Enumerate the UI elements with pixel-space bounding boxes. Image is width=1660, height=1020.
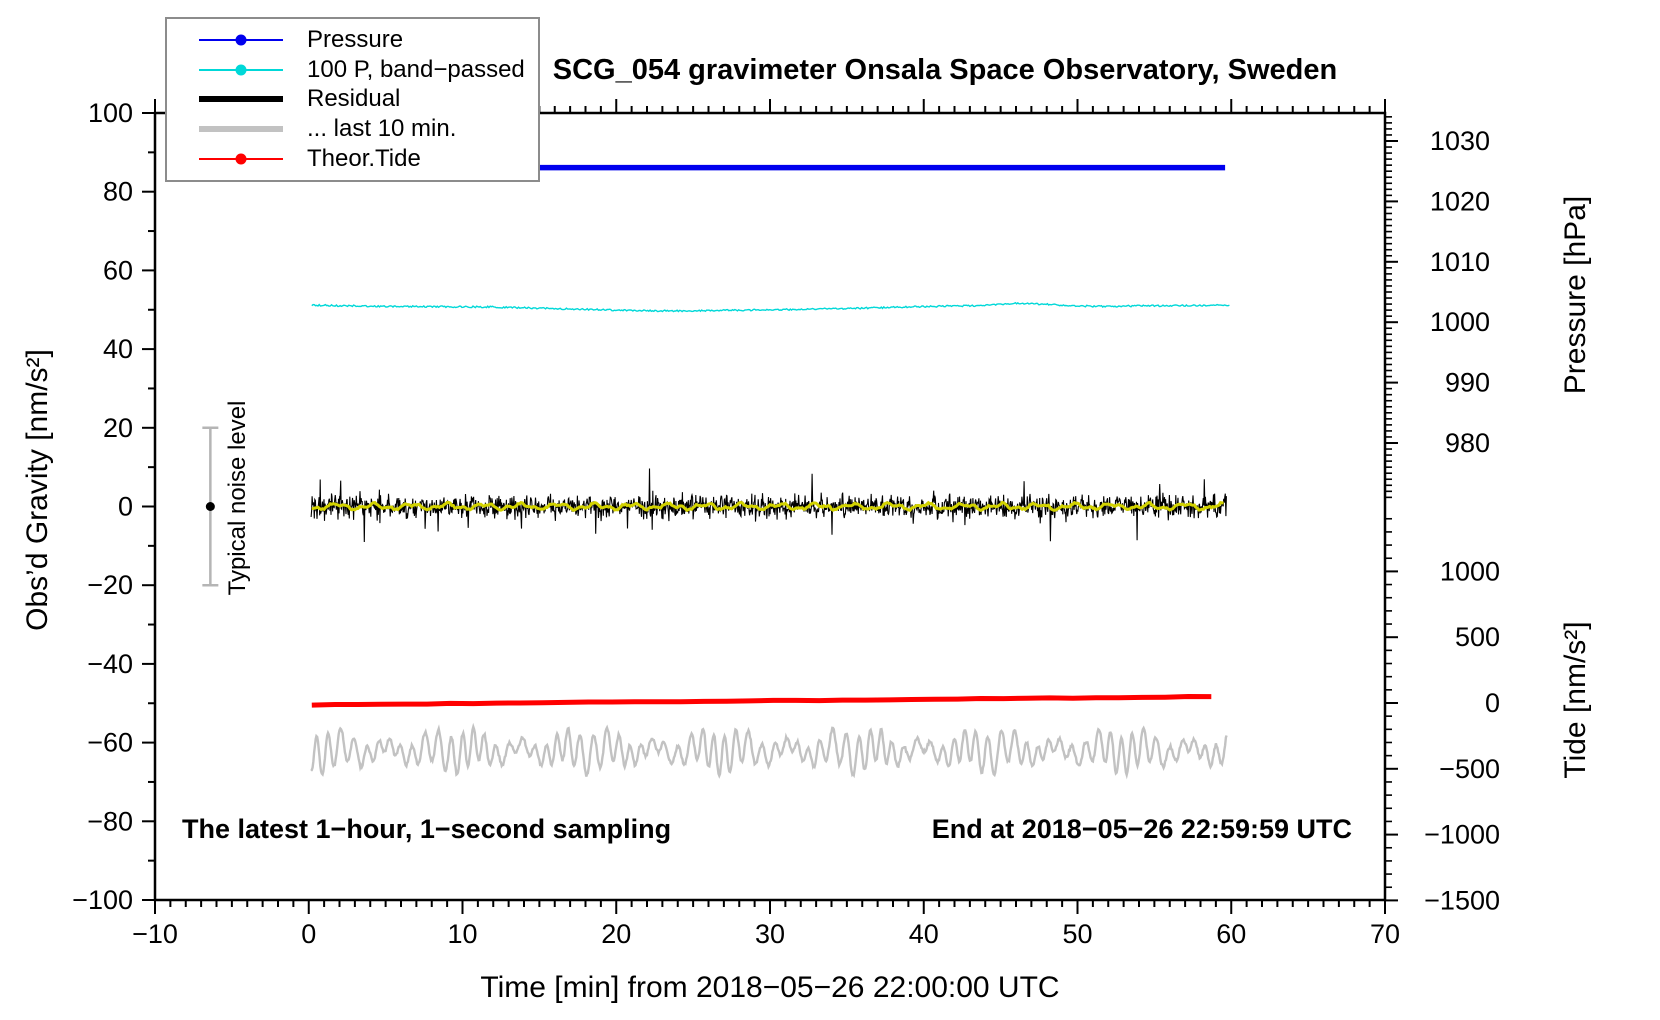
tick-label: 40 <box>909 919 939 949</box>
y-axis-label-tide: Tide [nm/s²] <box>1559 621 1592 779</box>
legend-box: Pressure 100 P, band−passed Residual... la… <box>165 17 540 182</box>
x-axis-label-time: Time [min] from 2018−05−26 22:00:00 UTC <box>480 971 1060 1004</box>
legend-label: Theor.Tide <box>307 145 421 173</box>
tick-label: −500 <box>1439 754 1500 784</box>
tick-label: 20 <box>103 413 133 443</box>
legend-item-2: Residual <box>167 85 538 114</box>
tick-label: −40 <box>87 649 133 679</box>
tick-label: 980 <box>1445 428 1490 458</box>
legend-label: ... last 10 min. <box>307 115 457 143</box>
tick-label: 100 <box>88 98 133 128</box>
tick-label: 70 <box>1370 919 1400 949</box>
tick-label: 30 <box>755 919 785 949</box>
legend-label: Residual <box>307 85 401 113</box>
tick-label: 1000 <box>1430 307 1490 337</box>
noise-level-errorbar <box>202 426 219 587</box>
tick-label: −100 <box>72 885 133 915</box>
tick-label: 1020 <box>1430 186 1490 216</box>
y-left-ticks: −100 −80 −60 −40 −20 0 20 40 60 80 100 <box>72 98 155 915</box>
tick-label: 0 <box>118 492 133 522</box>
y-axis-label-gravity: Obs’d Gravity [nm/s²] <box>21 349 54 631</box>
tick-label: −1500 <box>1424 885 1500 915</box>
tick-label: −10 <box>132 919 178 949</box>
legend-label: Pressure <box>307 25 404 53</box>
legend-marker-dot <box>235 153 247 165</box>
residual-smoothed-yellow-line <box>311 500 1224 513</box>
sampling-note: The latest 1−hour, 1−second sampling <box>182 814 672 844</box>
legend-sample-line-icon <box>199 96 283 103</box>
y-axis-label-pressure: Pressure [hPa] <box>1559 195 1592 395</box>
tick-label: 1030 <box>1430 126 1490 156</box>
pressure-axis-ticks: 1030 1020 1010 1000 990 980 <box>1385 116 1490 499</box>
legend-sample-line-icon <box>199 64 283 76</box>
legend-label: 100 P, band−passed <box>307 55 525 83</box>
tide-axis-ticks: 1000 500 0 −500 −1000 −1500 <box>1385 517 1500 915</box>
legend-sample-line-icon <box>199 126 283 133</box>
tick-label: 80 <box>103 177 133 207</box>
legend-marker-dot <box>235 34 247 46</box>
legend-marker-dot <box>235 64 247 76</box>
legend-item-1: 100 P, band−passed <box>167 55 538 84</box>
tick-label: −80 <box>87 806 133 836</box>
tick-label: 0 <box>301 919 316 949</box>
legend-sample-line-icon <box>199 153 283 165</box>
tick-label: 20 <box>601 919 631 949</box>
tick-label: −1000 <box>1424 820 1500 850</box>
tick-label: 60 <box>1216 919 1246 949</box>
tick-label: 10 <box>447 919 477 949</box>
tick-label: 40 <box>103 334 133 364</box>
chart-title: SCG_054 gravimeter Onsala Space Observat… <box>552 54 1338 86</box>
last-10-min-series-line <box>310 722 1228 780</box>
tick-label: 60 <box>103 255 133 285</box>
tick-label: 1010 <box>1430 247 1490 277</box>
tick-label: 0 <box>1485 688 1500 718</box>
legend-item-4: Theor.Tide <box>167 145 538 174</box>
tick-label: −20 <box>87 570 133 600</box>
tick-label: 500 <box>1455 622 1500 652</box>
legend-item-0: Pressure <box>167 25 538 54</box>
noise-level-label: Typical noise level <box>224 400 251 596</box>
tick-label: 1000 <box>1440 556 1500 586</box>
end-time-note: End at 2018−05−26 22:59:59 UTC <box>931 814 1352 844</box>
band-passed-series-line <box>311 301 1230 313</box>
legend-sample-line-icon <box>199 34 283 46</box>
tick-label: 50 <box>1062 919 1092 949</box>
tick-label: 990 <box>1445 368 1490 398</box>
theor-tide-series-line <box>311 693 1212 708</box>
plot-frame <box>153 111 1387 902</box>
legend-item-3: ... last 10 min. <box>167 115 538 144</box>
tick-label: −60 <box>87 728 133 758</box>
noise-level-dot <box>205 502 215 511</box>
